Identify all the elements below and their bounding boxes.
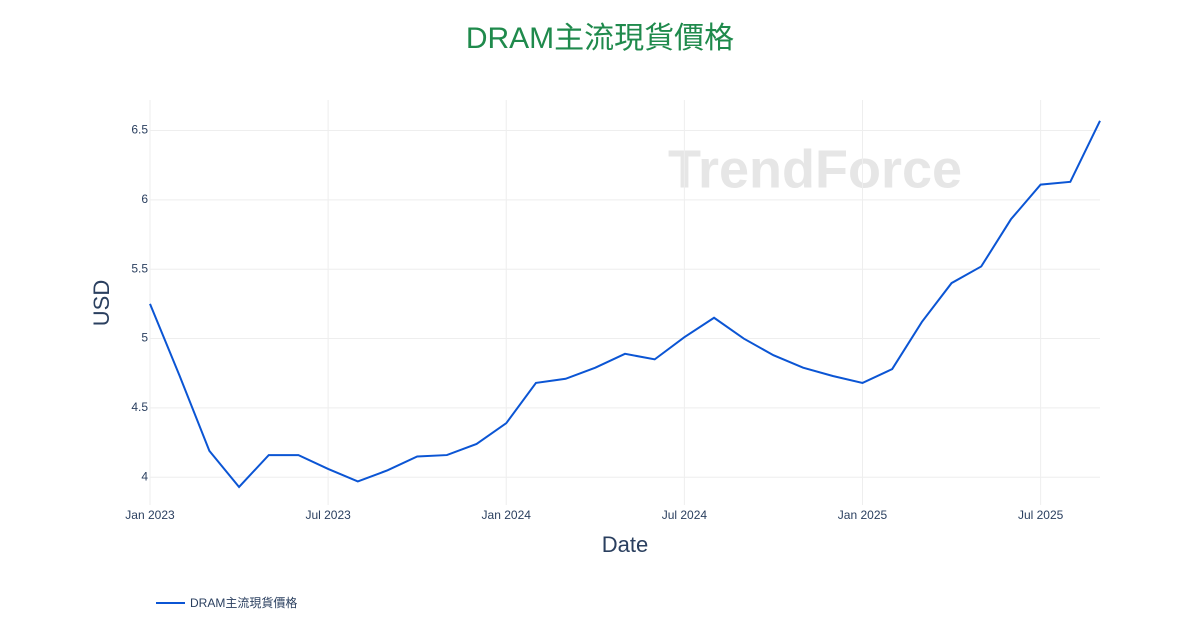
chart-title: DRAM主流現貨價格 xyxy=(466,22,734,55)
x-tick-label: Jul 2025 xyxy=(1018,508,1064,522)
watermark: TrendForce xyxy=(668,139,962,199)
legend-label: DRAM主流現貨價格 xyxy=(190,595,297,610)
y-tick-label: 5 xyxy=(141,331,148,345)
y-tick-label: 6 xyxy=(141,192,148,206)
y-tick-label: 5.5 xyxy=(131,261,148,275)
x-axis-title: Date xyxy=(602,532,648,557)
y-tick-label: 4 xyxy=(141,469,148,483)
x-tick-label: Jan 2023 xyxy=(125,508,175,522)
x-tick-label: Jan 2024 xyxy=(482,508,532,522)
y-tick-label: 4.5 xyxy=(131,400,148,414)
x-tick-label: Jan 2025 xyxy=(838,508,888,522)
y-axis-title: USD xyxy=(89,280,114,326)
data-line xyxy=(149,120,1101,489)
y-tick-label: 6.5 xyxy=(131,123,148,137)
x-tick-label: Jul 2024 xyxy=(662,508,708,522)
x-tick-label: Jul 2023 xyxy=(305,508,351,522)
